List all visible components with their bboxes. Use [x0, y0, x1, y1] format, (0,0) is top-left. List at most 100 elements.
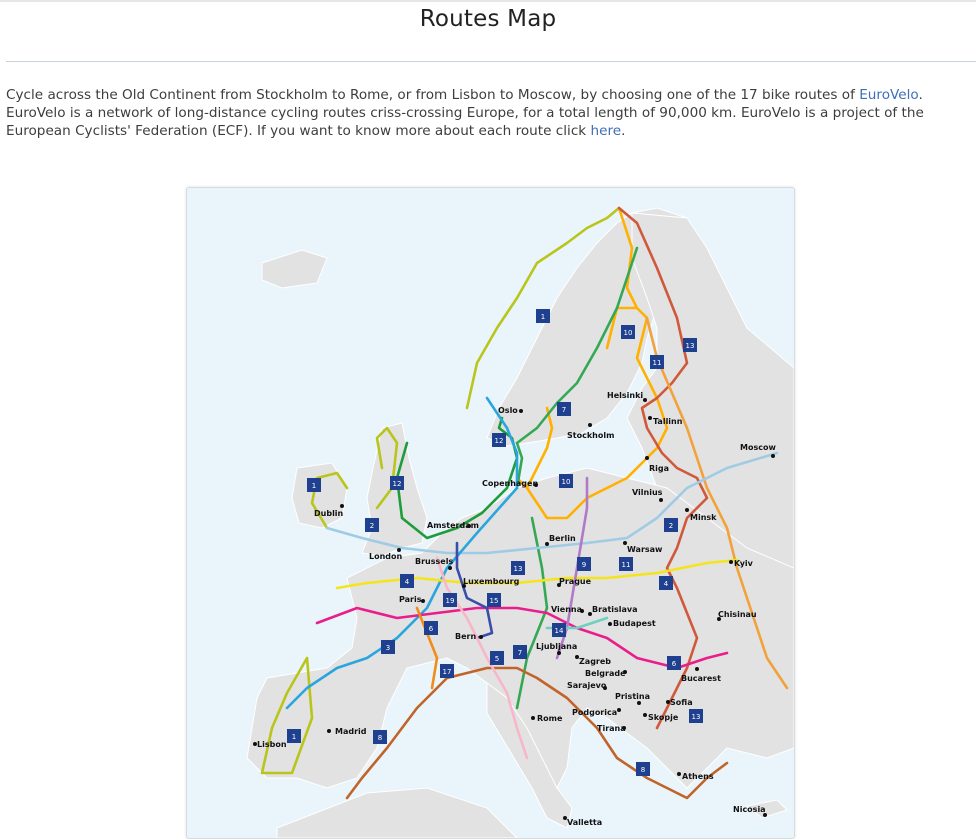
route-badge[interactable]: 19: [443, 593, 457, 607]
intro-paragraph: Cycle across the Old Continent from Stoc…: [6, 86, 972, 140]
route-badge[interactable]: 1: [536, 309, 550, 323]
city-dot-paris: [421, 599, 425, 603]
route-badge[interactable]: 7: [513, 645, 527, 659]
svg-text:2: 2: [669, 522, 673, 530]
route-badge[interactable]: 13: [511, 561, 525, 575]
route-badge[interactable]: 1: [287, 729, 301, 743]
city-dot-podgorica: [617, 708, 621, 712]
route-badge[interactable]: 9: [577, 557, 591, 571]
route-badge[interactable]: 13: [689, 709, 703, 723]
route-badge[interactable]: 10: [559, 474, 573, 488]
city-dot-oslo: [519, 409, 523, 413]
svg-text:1: 1: [541, 313, 545, 321]
routes-info-link[interactable]: here: [590, 123, 622, 139]
city-dot-riga: [645, 456, 649, 460]
route-badge[interactable]: 11: [650, 355, 664, 369]
city-dot-warsaw: [623, 541, 627, 545]
route-badge[interactable]: 4: [400, 574, 414, 588]
route-badge[interactable]: 8: [373, 730, 387, 744]
city-label-copenhagen: Copenhagen: [482, 479, 538, 488]
city-dot-bern: [479, 635, 483, 639]
route-badge[interactable]: 14: [552, 623, 566, 637]
city-dot-valletta: [563, 816, 567, 820]
city-label-chisinau: Chisinau: [718, 610, 757, 619]
city-dot-budapest: [608, 622, 612, 626]
svg-text:1: 1: [292, 733, 296, 741]
svg-text:13: 13: [692, 713, 701, 721]
city-label-berlin: Berlin: [549, 534, 576, 543]
route-5-line: [435, 556, 529, 760]
city-label-paris: Paris: [399, 595, 422, 604]
route-badge[interactable]: 3: [381, 640, 395, 654]
city-dot-london: [397, 548, 401, 552]
route-badge[interactable]: 5: [490, 651, 504, 665]
route-badge[interactable]: 8: [636, 762, 650, 776]
svg-text:1: 1: [312, 482, 316, 490]
city-dot-moscow: [771, 454, 775, 458]
route-badge[interactable]: 6: [424, 621, 438, 635]
city-label-zagreb: Zagreb: [579, 657, 611, 666]
city-dot-bucarest: [695, 667, 699, 671]
city-dot-bratislava: [588, 612, 592, 616]
route-11-line: [645, 316, 789, 690]
city-label-tirana: Tirana: [597, 724, 626, 733]
route-badge[interactable]: 4: [659, 576, 673, 590]
city-label-pristina: Pristina: [615, 692, 650, 701]
route-3-line: [285, 396, 519, 710]
city-dot-pristina: [637, 701, 641, 705]
route-15-line: [455, 541, 494, 640]
svg-text:12: 12: [495, 437, 504, 445]
city-label-riga: Riga: [649, 464, 669, 473]
route-badge[interactable]: 2: [365, 518, 379, 532]
svg-text:9: 9: [582, 561, 586, 569]
route-badge[interactable]: 15: [487, 593, 501, 607]
svg-text:15: 15: [490, 597, 499, 605]
route-badge[interactable]: 12: [390, 476, 404, 490]
city-dot-tallinn: [648, 416, 652, 420]
route-2-line: [325, 451, 779, 555]
route-badge[interactable]: 7: [557, 402, 571, 416]
city-label-kyiv: Kyiv: [734, 559, 754, 568]
route-badge[interactable]: 2: [664, 518, 678, 532]
svg-text:7: 7: [562, 406, 566, 414]
route-badge[interactable]: 10: [621, 325, 635, 339]
route-badge[interactable]: 11: [619, 557, 633, 571]
route-badge[interactable]: 17: [440, 664, 454, 678]
city-dot-kyiv: [729, 560, 733, 564]
svg-text:7: 7: [518, 649, 522, 657]
route-badge[interactable]: 6: [667, 656, 681, 670]
route-badge[interactable]: 12: [492, 433, 506, 447]
svg-text:11: 11: [653, 359, 662, 367]
city-label-oslo: Oslo: [498, 406, 518, 415]
route-badges: 1 10 13 11 7 12 10 1 12 2 2 13 9 11 4 4 …: [287, 309, 703, 776]
svg-text:17: 17: [443, 668, 452, 676]
city-label-bucarest: Bucarest: [681, 674, 721, 683]
city-dot-nicosia: [763, 813, 767, 817]
city-dot-madrid: [327, 729, 331, 733]
city-dots: [253, 398, 775, 820]
city-label-warsaw: Warsaw: [627, 545, 663, 554]
city-labels: Oslo Helsinki Tallinn Stockholm Moscow R…: [257, 391, 776, 827]
svg-text:4: 4: [664, 580, 669, 588]
eurovelo-routes-map[interactable]: Oslo Helsinki Tallinn Stockholm Moscow R…: [186, 187, 795, 839]
city-label-bern: Bern: [455, 632, 476, 641]
city-dot-vienna: [580, 609, 584, 613]
intro-text-1: Cycle across the Old Continent from Stoc…: [6, 87, 860, 103]
city-label-dublin: Dublin: [314, 509, 344, 518]
city-dot-ljubljana: [557, 651, 561, 655]
city-dot-amsterdam: [467, 524, 471, 528]
route-badge[interactable]: 1: [307, 478, 321, 492]
city-dot-brussels: [448, 566, 452, 570]
city-dot-copenhagen: [534, 483, 538, 487]
city-label-stockholm: Stockholm: [567, 431, 614, 440]
city-dot-belgrade: [623, 670, 627, 674]
city-dot-tirana: [622, 726, 626, 730]
svg-text:10: 10: [562, 478, 571, 486]
city-dot-helsinki: [643, 398, 647, 402]
map-svg: Oslo Helsinki Tallinn Stockholm Moscow R…: [246, 206, 794, 838]
city-label-rome: Rome: [537, 714, 563, 723]
eurovelo-link[interactable]: EuroVelo: [859, 87, 919, 103]
svg-text:6: 6: [429, 625, 434, 633]
svg-text:13: 13: [686, 342, 695, 350]
route-badge[interactable]: 13: [683, 338, 697, 352]
